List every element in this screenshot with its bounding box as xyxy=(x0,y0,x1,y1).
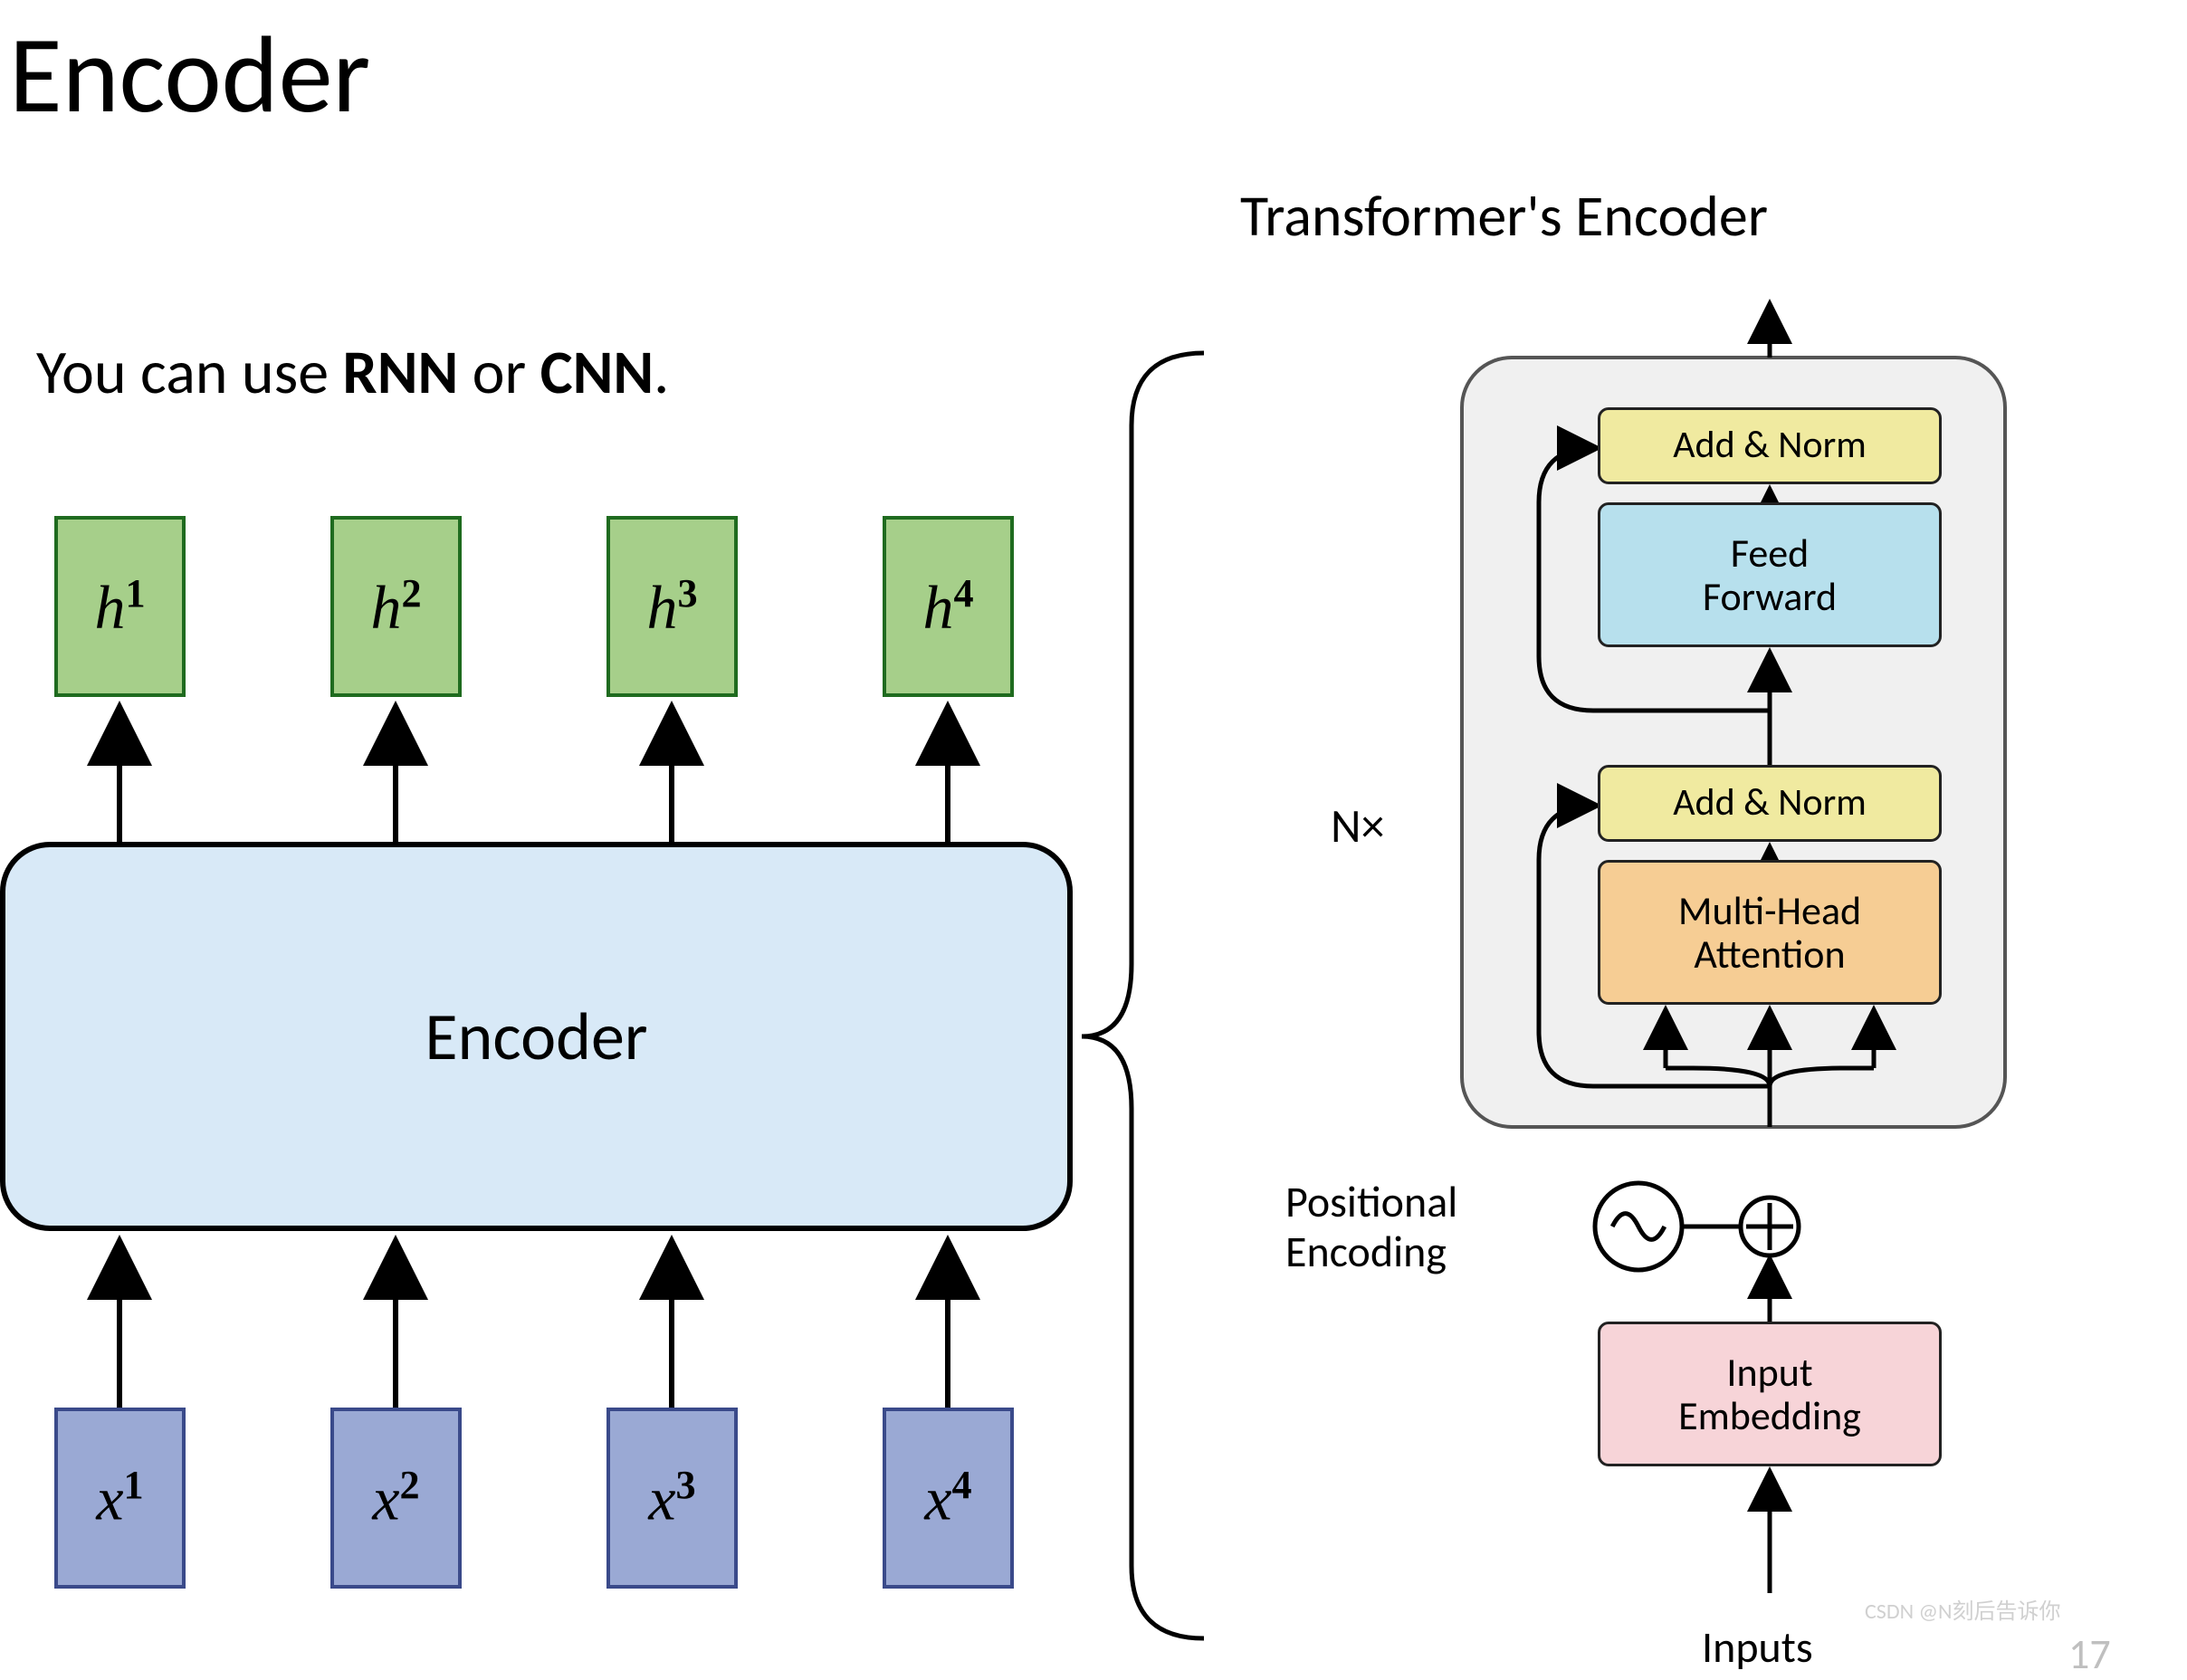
subtitle-rnn: RNN xyxy=(342,335,458,410)
subtitle-cnn: CNN xyxy=(540,335,654,410)
output-h1: h1 xyxy=(54,516,186,697)
subtitle: You can use RNN or CNN. xyxy=(36,335,669,410)
pe-line1: Positional xyxy=(1285,1177,1457,1227)
tf-inputemb: Input Embedding xyxy=(1598,1322,1942,1466)
input-x1: x1 xyxy=(54,1408,186,1589)
input-x2: x2 xyxy=(330,1408,462,1589)
subtitle-post: . xyxy=(654,335,669,410)
tf-ff: Feed Forward xyxy=(1598,502,1942,647)
watermark: CSDN @N刻后告诉你 xyxy=(1865,1593,2060,1625)
output-h3: h3 xyxy=(606,516,738,697)
transformer-title-text: Transformer's Encoder xyxy=(1240,181,1768,252)
output-h4: h4 xyxy=(883,516,1014,697)
nx-label: N× xyxy=(1331,797,1384,854)
input-x3: x3 xyxy=(606,1408,738,1589)
page-number: 17 xyxy=(2068,1629,2111,1680)
inputs-label: Inputs xyxy=(1702,1620,1813,1674)
slide-title-text: Encoder xyxy=(9,9,370,141)
input-x4: x4 xyxy=(883,1408,1014,1589)
positional-encoding-label: PositionalEncoding xyxy=(1285,1177,1457,1276)
output-h2: h2 xyxy=(330,516,462,697)
tf-addnorm2: Add & Norm xyxy=(1598,407,1942,484)
pe-line2: Encoding xyxy=(1285,1227,1457,1276)
slide-title: Encoder xyxy=(9,9,370,141)
tf-mha: Multi-Head Attention xyxy=(1598,860,1942,1005)
tf-addnorm1: Add & Norm xyxy=(1598,765,1942,842)
encoder-box: Encoder xyxy=(0,842,1073,1231)
subtitle-pre: You can use xyxy=(36,335,342,410)
transformer-title: Transformer's Encoder xyxy=(1240,181,1768,252)
subtitle-mid: or xyxy=(458,335,540,410)
